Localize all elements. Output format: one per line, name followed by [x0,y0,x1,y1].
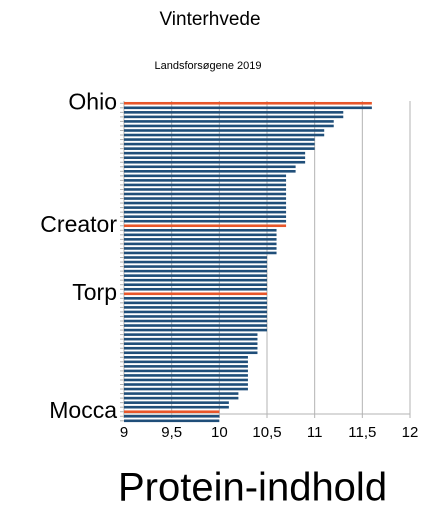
bar [124,324,267,327]
bar [124,278,267,282]
bar [124,306,267,309]
bar [124,287,267,291]
bar [124,346,258,350]
bar [124,174,287,178]
bar [124,238,277,241]
x-tick-label: 12 [402,424,419,441]
bar [124,414,220,418]
bar [124,405,229,409]
bar [124,219,287,223]
bar [124,319,267,323]
bar [124,365,248,368]
bar [124,410,220,414]
x-axis-title: Protein-indhold [118,466,387,510]
bar [124,251,277,255]
bar [124,392,239,395]
bar [124,396,239,400]
bar [124,256,267,259]
y-tick-label: Ohio [68,88,117,114]
bar [124,360,248,364]
bar [124,101,372,105]
bar [124,247,277,250]
bar [124,106,372,110]
bar [124,111,344,114]
bar [124,274,267,277]
bar [124,201,287,205]
x-tick-label: 9,5 [161,424,182,441]
bar [124,315,267,318]
bar [124,151,306,155]
bar [124,337,258,341]
bar [124,124,334,128]
chart-title: Vinterhvede [159,9,260,30]
bar [124,355,248,359]
bar [124,383,248,386]
bar [124,206,287,209]
bar [124,369,248,373]
bar [124,328,267,332]
bar [124,192,287,196]
bar [124,333,258,336]
y-tick-label: Creator [40,211,117,237]
bar [124,342,258,345]
x-tick-label: 11 [307,424,323,441]
bar [124,260,267,264]
chart-subtitle: Landsforsøgene 2019 [154,60,261,72]
bar [124,269,267,273]
bar [124,297,267,300]
bar [124,387,248,391]
bar [124,401,229,404]
bar [124,133,325,137]
bar [124,183,287,187]
bar [124,160,306,164]
x-tick-label: 11,5 [348,424,376,441]
y-tick-label: Mocca [49,397,117,423]
x-tick-label: 9 [120,424,128,441]
bar [124,419,220,423]
y-tick-label: Torp [72,279,117,305]
bar [124,197,287,200]
bar [124,147,315,150]
bar [124,374,248,377]
bar [124,129,325,132]
bar [124,170,296,173]
x-tick-label: 10 [211,424,228,441]
bar [124,115,344,119]
bar [124,138,315,141]
x-tick-label: 10,5 [252,424,281,441]
bar [124,351,258,355]
bar [124,378,248,382]
bar [124,292,267,296]
bar [124,156,306,160]
bar [124,224,287,228]
bar [124,120,334,123]
bar [124,301,267,305]
bar [124,142,315,146]
bar [124,188,287,191]
bar [124,265,267,268]
bar [124,283,267,287]
bar [124,228,277,232]
bar [124,310,267,314]
bar [124,165,296,169]
bar [124,179,287,182]
bar [124,242,277,246]
bar [124,210,287,214]
bar [124,215,287,218]
bar [124,233,277,237]
